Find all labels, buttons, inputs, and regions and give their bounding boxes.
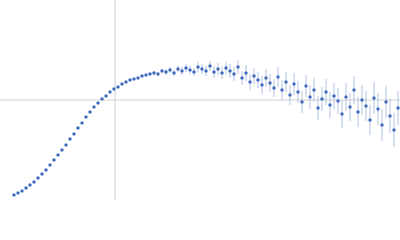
point: [284, 80, 288, 84]
point: [52, 158, 56, 162]
point: [228, 69, 232, 73]
point: [136, 76, 140, 80]
point: [276, 75, 280, 79]
point: [64, 143, 68, 147]
point: [268, 81, 272, 85]
point: [128, 78, 132, 82]
point: [192, 70, 196, 74]
point: [184, 66, 188, 70]
point: [80, 121, 84, 125]
point: [288, 93, 292, 97]
point: [24, 186, 28, 190]
point: [340, 112, 344, 116]
point: [256, 78, 260, 82]
point: [164, 70, 168, 74]
point: [232, 72, 236, 76]
point: [36, 176, 40, 180]
point: [172, 71, 176, 75]
point: [336, 99, 340, 103]
point: [348, 105, 352, 109]
point: [112, 87, 116, 91]
page: (() => { const data = JSON.parse(documen…: [0, 0, 400, 200]
point: [104, 94, 108, 98]
point: [212, 70, 216, 74]
point: [204, 69, 208, 73]
point: [12, 193, 16, 197]
point: [72, 132, 76, 136]
point: [200, 67, 204, 71]
point: [372, 96, 376, 100]
point: [160, 69, 164, 73]
point: [360, 98, 364, 102]
point: [292, 82, 296, 86]
point: [120, 82, 124, 86]
point: [16, 191, 20, 195]
point: [216, 67, 220, 71]
point: [344, 95, 348, 99]
point: [308, 95, 312, 99]
point: [364, 104, 368, 108]
chart: [0, 0, 400, 200]
point: [108, 90, 112, 94]
point: [296, 90, 300, 94]
point: [224, 66, 228, 70]
point: [396, 106, 400, 110]
point: [144, 73, 148, 77]
point: [152, 71, 156, 75]
point: [324, 90, 328, 94]
point: [88, 110, 92, 114]
point: [44, 168, 48, 172]
point: [180, 69, 184, 73]
point: [392, 128, 396, 132]
point: [76, 126, 80, 130]
point: [140, 74, 144, 78]
point: [356, 110, 360, 114]
point: [368, 118, 372, 122]
point: [244, 71, 248, 75]
point: [320, 97, 324, 101]
point: [168, 68, 172, 72]
point: [272, 86, 276, 90]
point: [156, 72, 160, 76]
point: [264, 76, 268, 80]
point: [124, 80, 128, 84]
point: [28, 183, 32, 187]
point: [380, 123, 384, 127]
point: [116, 85, 120, 89]
point: [248, 80, 252, 84]
point: [56, 153, 60, 157]
point: [100, 97, 104, 101]
point: [300, 100, 304, 104]
point: [188, 68, 192, 72]
point: [196, 65, 200, 69]
point: [376, 107, 380, 111]
point: [240, 76, 244, 80]
point: [220, 71, 224, 75]
point: [312, 88, 316, 92]
point: [328, 103, 332, 107]
point: [132, 77, 136, 81]
point: [40, 172, 44, 176]
point: [148, 72, 152, 76]
point: [236, 65, 240, 69]
point: [92, 105, 96, 109]
point: [352, 88, 356, 92]
point: [252, 74, 256, 78]
point: [32, 180, 36, 184]
point: [332, 94, 336, 98]
point: [304, 84, 308, 88]
point: [280, 88, 284, 92]
point: [384, 100, 388, 104]
point: [20, 189, 24, 193]
point: [96, 101, 100, 105]
point: [84, 115, 88, 119]
point: [260, 83, 264, 87]
point: [388, 114, 392, 118]
point: [60, 148, 64, 152]
point: [48, 163, 52, 167]
point: [68, 137, 72, 141]
point: [208, 64, 212, 68]
point: [316, 106, 320, 110]
point: [176, 67, 180, 71]
